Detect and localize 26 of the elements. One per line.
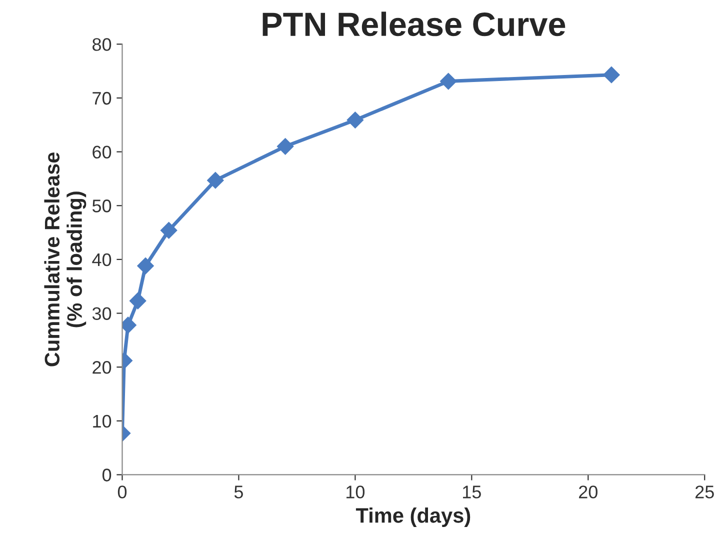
point [160, 222, 178, 239]
chart-title: PTN Release Curve [262, 12, 566, 36]
x-tick-label: 5 [234, 486, 243, 498]
y-tick-label: 30 [92, 307, 112, 320]
x-tick-label: 20 [579, 486, 598, 498]
point [207, 172, 224, 189]
x-tick-label: 15 [463, 486, 481, 498]
y-tick-label: 60 [92, 146, 112, 159]
x-tick-label: 0 [118, 486, 127, 498]
point [440, 72, 457, 90]
point [137, 258, 154, 274]
y-tick-label: 50 [92, 200, 112, 212]
y-tick-label: 70 [92, 92, 112, 105]
y-tick-label: 10 [93, 414, 112, 428]
x-axis-title: Time (days) [356, 508, 470, 527]
y-tick-label: 0 [102, 468, 112, 482]
y-tick-label: 40 [92, 253, 112, 266]
point [603, 66, 620, 84]
point [129, 292, 146, 310]
y-axis-title: Cummulative Release (% of loading) [44, 152, 86, 366]
y-tick-label: 20 [92, 361, 112, 374]
x-tick-label: 25 [695, 486, 714, 498]
point [346, 112, 364, 128]
point [276, 138, 294, 155]
x-tick-label: 10 [346, 486, 365, 498]
y-tick-label: 80 [92, 38, 112, 51]
